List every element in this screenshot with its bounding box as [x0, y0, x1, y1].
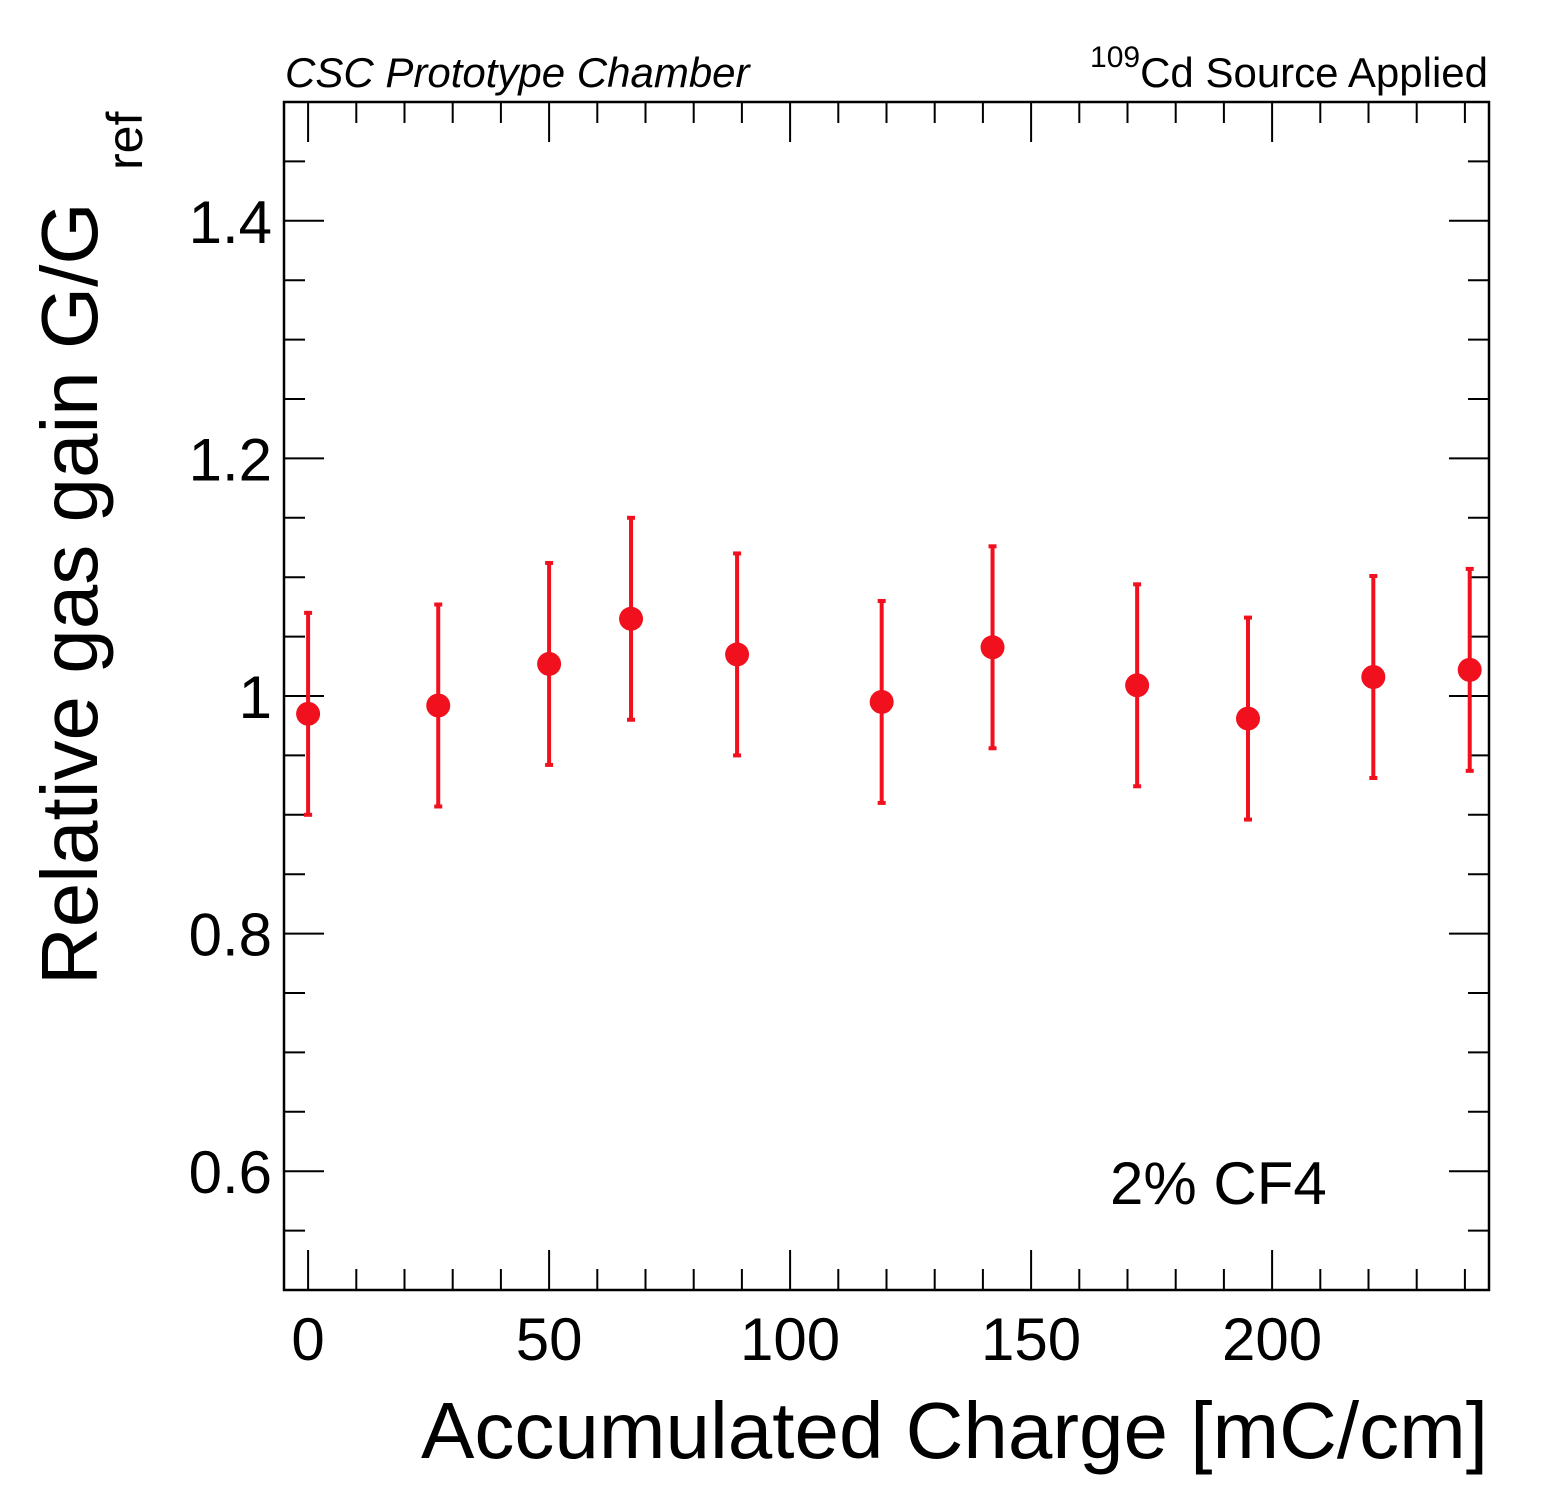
x-tick-labels: 0 50 100 150 200	[291, 1306, 1322, 1373]
data-point	[980, 635, 1005, 660]
y-tick-label: 0.6	[189, 1139, 272, 1206]
data-point	[1236, 706, 1260, 731]
data-point	[537, 651, 562, 676]
y-axis-title-main: Relative gas gain G/G	[25, 202, 114, 985]
y-tick-label: 1.4	[189, 189, 272, 256]
header-right-main: Cd Source Applied	[1140, 49, 1488, 96]
x-tick-label: 0	[291, 1306, 324, 1373]
data-point	[296, 701, 321, 726]
data-point	[426, 693, 451, 718]
header-left-text: CSC Prototype Chamber	[285, 49, 752, 96]
y-tick-label: 0.8	[189, 902, 272, 969]
header-right-text: 109Cd Source Applied	[1090, 41, 1488, 96]
y-tick-labels: 0.6 0.8 1 1.2 1.4	[189, 189, 272, 1206]
x-tick-label: 200	[1222, 1306, 1322, 1373]
y-tick-label: 1	[239, 664, 272, 731]
data-points	[296, 515, 1482, 822]
x-tick-label: 150	[981, 1306, 1081, 1373]
data-point	[869, 689, 894, 714]
y-axis-title-subscript: ref	[97, 112, 153, 170]
x-tick-label: 50	[516, 1306, 583, 1373]
data-point	[1361, 664, 1386, 689]
annotation-label: 2% CF4	[1110, 1150, 1327, 1217]
header-right-superscript: 109	[1090, 41, 1140, 74]
data-point	[725, 642, 750, 667]
data-point	[1457, 657, 1482, 682]
axis-ticks	[284, 101, 1489, 1291]
y-axis-title: Relative gas gain G/G	[25, 202, 114, 985]
x-axis-title: Accumulated Charge [mC/cm]	[421, 1386, 1488, 1475]
data-point	[619, 606, 644, 631]
y-tick-label: 1.2	[189, 426, 272, 493]
x-tick-label: 100	[740, 1306, 840, 1373]
data-point	[1125, 673, 1150, 698]
